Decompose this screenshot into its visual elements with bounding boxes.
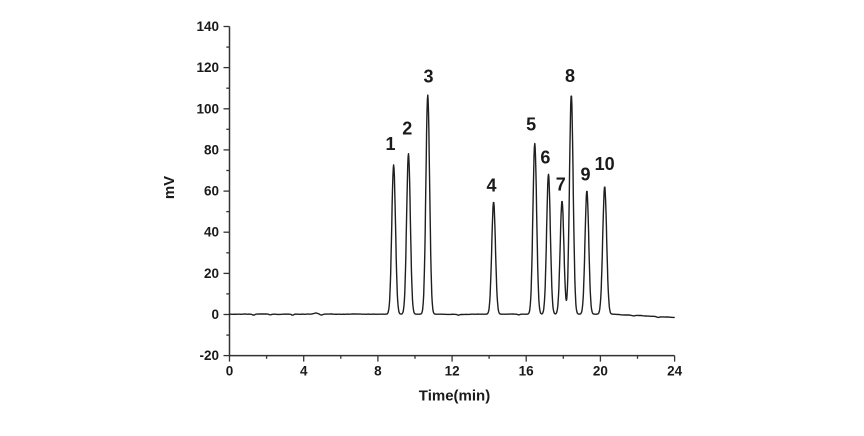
- svg-text:120: 120: [196, 60, 219, 75]
- svg-text:4: 4: [300, 364, 308, 379]
- svg-text:20: 20: [204, 266, 219, 281]
- svg-text:80: 80: [204, 142, 219, 157]
- svg-text:6: 6: [540, 148, 550, 168]
- svg-text:7: 7: [556, 174, 566, 194]
- svg-text:2: 2: [402, 119, 412, 139]
- svg-text:40: 40: [204, 225, 219, 240]
- svg-text:0: 0: [226, 364, 234, 379]
- svg-text:mV: mV: [161, 176, 178, 199]
- svg-text:100: 100: [196, 101, 219, 116]
- svg-text:1: 1: [385, 134, 395, 154]
- svg-text:5: 5: [526, 114, 536, 134]
- svg-text:8: 8: [565, 66, 575, 86]
- svg-text:20: 20: [593, 364, 608, 379]
- svg-text:Time(min): Time(min): [419, 388, 490, 405]
- svg-text:140: 140: [196, 19, 219, 34]
- svg-text:60: 60: [204, 184, 219, 199]
- svg-text:16: 16: [519, 364, 535, 379]
- svg-text:9: 9: [580, 164, 590, 184]
- svg-text:4: 4: [486, 176, 496, 196]
- svg-text:12: 12: [445, 364, 460, 379]
- svg-text:10: 10: [595, 154, 615, 174]
- svg-text:24: 24: [667, 364, 683, 379]
- svg-text:3: 3: [423, 66, 433, 86]
- svg-text:0: 0: [211, 307, 219, 322]
- svg-text:-20: -20: [199, 348, 219, 363]
- svg-text:8: 8: [374, 364, 382, 379]
